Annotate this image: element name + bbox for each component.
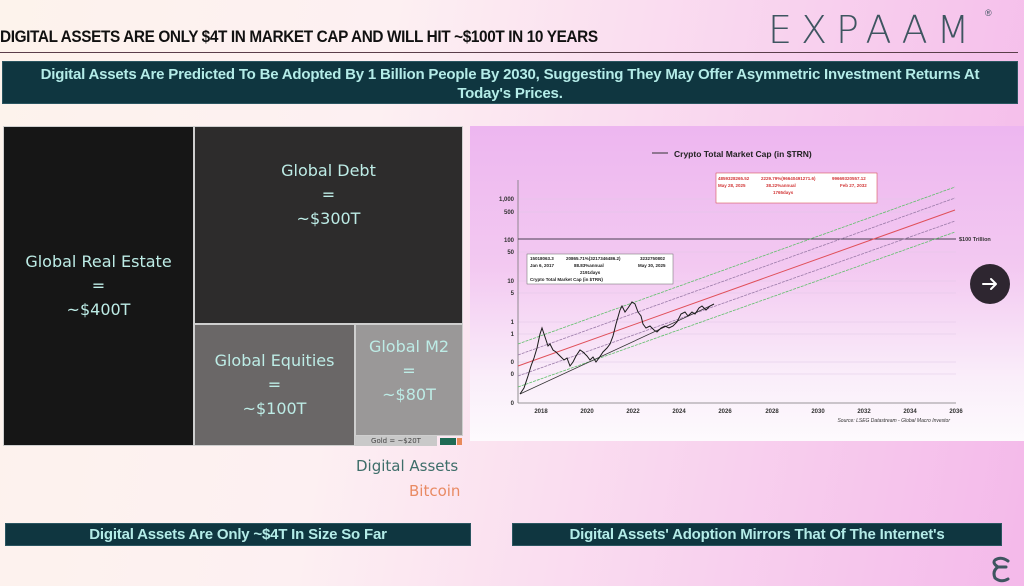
svg-text:10: 10 [507,279,514,285]
tile-equals: = [402,361,416,380]
tile-value: ~$300T [296,209,361,228]
subtitle-line-1: Digital Assets Are Predicted To Be Adopt… [40,66,980,83]
svg-text:2032: 2032 [857,409,871,415]
tile-label: Global Real Estate [25,252,172,271]
svg-text:1: 1 [511,320,515,326]
svg-text:2022: 2022 [626,409,640,415]
svg-text:Jan 6, 2017: Jan 6, 2017 [530,263,555,268]
svg-text:2030: 2030 [811,409,825,415]
crypto-market-cap-chart: Crypto Total Market Cap (in $TRN) 1,000 5… [470,126,1024,441]
svg-text:May 28, 2025: May 28, 2025 [718,183,746,188]
title-divider [0,52,1018,53]
svg-text:0: 0 [511,401,515,407]
registered-mark: ® [985,8,992,18]
chart-source: Source: LSEG Datastream - Global Macro I… [837,418,950,424]
tile-gold: Gold = ~$20T [355,436,437,446]
svg-text:2026: 2026 [718,409,732,415]
svg-text:2024: 2024 [672,409,686,415]
svg-text:2018: 2018 [534,409,548,415]
subtitle-line-2: Today's Prices. [457,85,563,102]
svg-text:Feb 27, 2032: Feb 27, 2032 [840,183,867,188]
svg-text:5: 5 [511,291,515,297]
svg-text:1765days: 1765days [773,190,794,195]
tile-equals: = [91,276,106,295]
svg-text:0: 0 [511,372,515,378]
brand-mark-icon [992,556,1010,583]
svg-text:50: 50 [507,250,514,256]
page-title: DIGITAL ASSETS ARE ONLY $4T IN MARKET CA… [0,28,598,46]
svg-text:Crypto Total Market Cap (in $T: Crypto Total Market Cap (in $TRN) [530,277,603,282]
svg-text:38.22%annual: 38.22%annual [766,183,796,188]
legend-digital-assets: Digital Assets [356,457,459,475]
tile-value: ~$80T [382,385,436,404]
tile-label: Global Equities [214,351,335,370]
svg-text:2034: 2034 [903,409,917,415]
svg-text:May 30, 2025: May 30, 2025 [638,263,666,268]
reference-label: $100 Trillion [959,237,991,243]
brand-logo: EXPAAM [768,8,979,52]
svg-text:15018063.3: 15018063.3 [530,256,554,261]
legend-bitcoin: Bitcoin [409,482,461,500]
tile-global-m2: Global M2 = ~$80T [355,324,463,436]
tile-global-equities: Global Equities = ~$100T [194,324,355,446]
tile-label: Global Debt [281,161,376,180]
tile-global-real-estate: Global Real Estate = ~$400T [3,126,194,446]
svg-text:1,000: 1,000 [499,197,515,203]
svg-text:20865.71%(3217346486.2): 20865.71%(3217346486.2) [566,256,621,261]
arrow-right-icon [982,278,997,290]
tile-global-debt: Global Debt = ~$300T [194,126,463,324]
subtitle-banner: Digital Assets Are Predicted To Be Adopt… [2,61,1018,104]
svg-text:88.83%annual: 88.83%annual [574,263,604,268]
tile-value: ~$400T [66,300,131,319]
svg-text:2036: 2036 [949,409,963,415]
tile-bitcoin [457,438,462,445]
svg-text:500: 500 [504,210,515,216]
svg-text:0: 0 [511,360,515,366]
svg-text:100: 100 [504,238,515,244]
chart-caption: Digital Assets' Adoption Mirrors That Of… [512,523,1002,546]
tile-equals: = [267,375,282,394]
svg-text:2229.79%(96640491271.6): 2229.79%(96640491271.6) [761,176,816,181]
tile-label: Global M2 [368,337,450,356]
svg-text:3232750802: 3232750802 [640,256,666,261]
svg-text:1: 1 [511,332,515,338]
chart-canvas: Crypto Total Market Cap (in $TRN) 1,000 5… [499,149,991,424]
svg-text:2191days: 2191days [580,270,601,275]
svg-text:99669320557.12: 99669320557.12 [832,176,866,181]
svg-text:2028: 2028 [765,409,779,415]
next-slide-button[interactable] [970,264,1010,304]
tile-equals: = [321,185,336,204]
svg-text:4859328265.52: 4859328265.52 [718,176,750,181]
tile-digital-assets [440,438,456,445]
tile-value: ~$100T [242,399,307,418]
chart-legend: Crypto Total Market Cap (in $TRN) [674,149,812,159]
treemap-caption: Digital Assets Are Only ~$4T In Size So … [5,523,471,546]
svg-text:2020: 2020 [580,409,594,415]
asset-treemap: Global Real Estate = ~$400T Global Debt … [3,126,463,446]
